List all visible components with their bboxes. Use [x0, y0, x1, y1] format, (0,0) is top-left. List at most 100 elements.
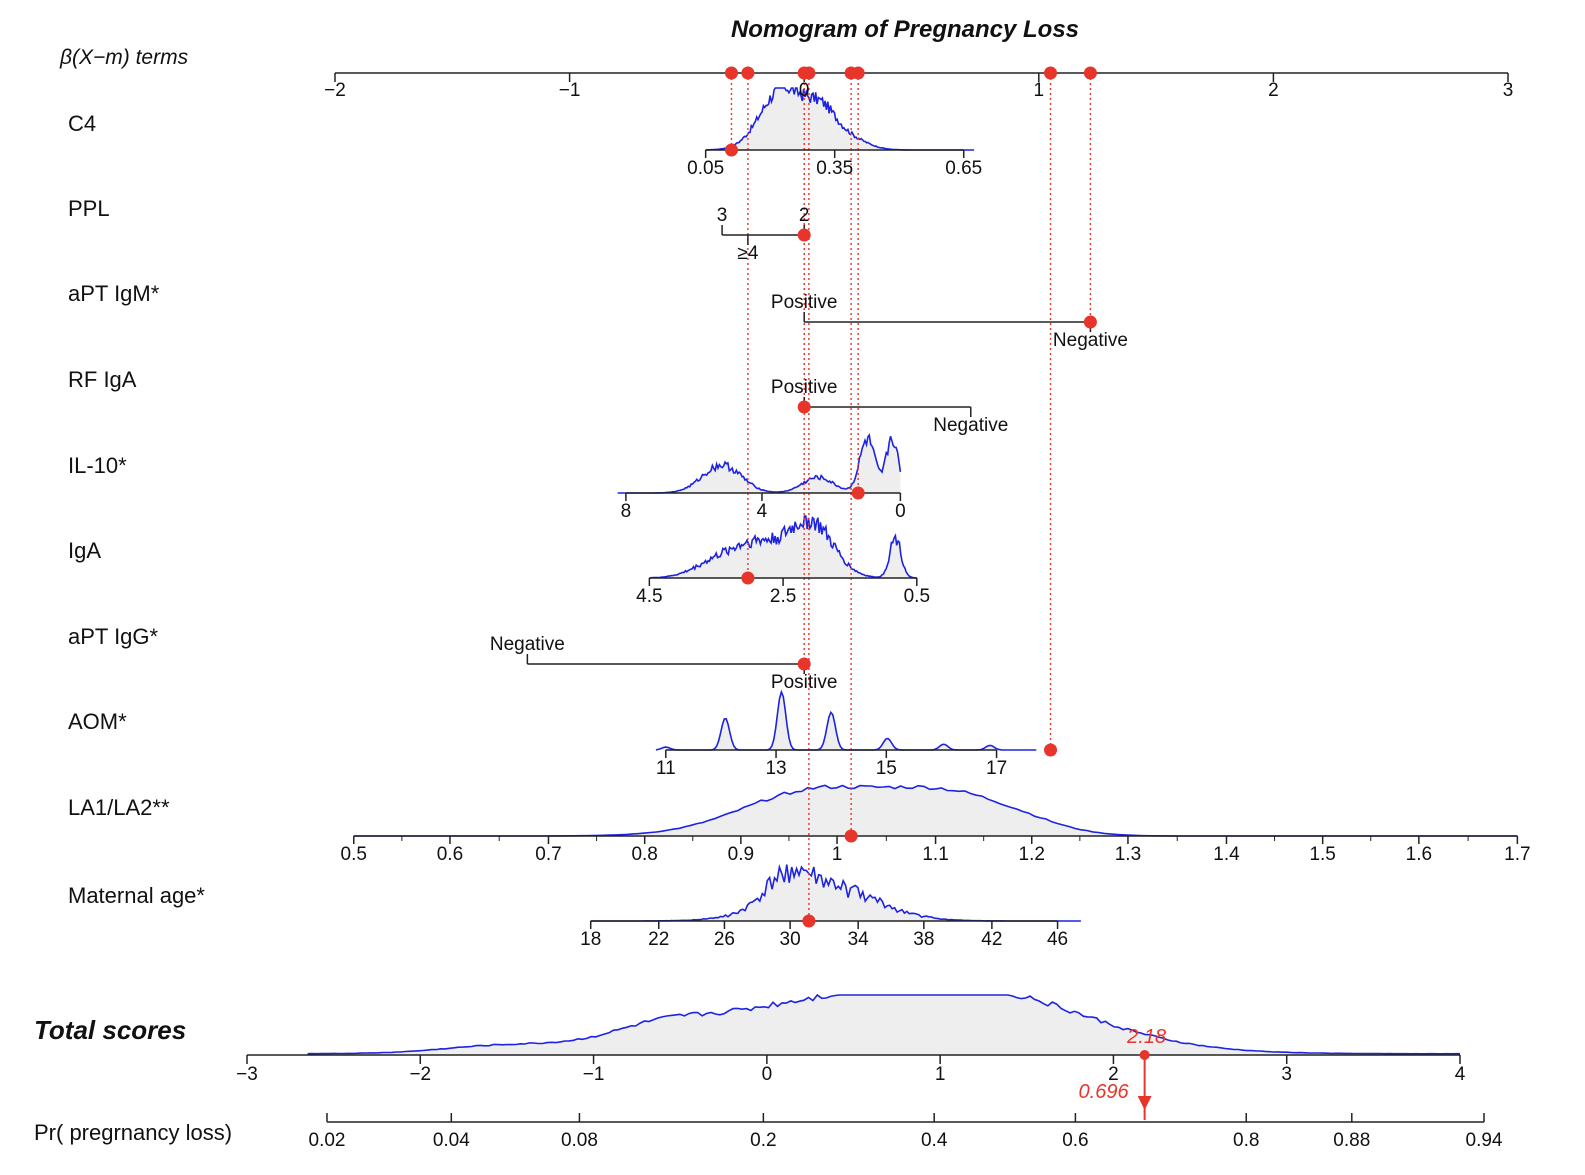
- total-density-fill: [307, 995, 1461, 1055]
- probability-tick-label: 0.94: [1466, 1130, 1503, 1151]
- total-scores-tick-label: 1: [935, 1064, 946, 1085]
- category-label-2: Positive: [771, 292, 838, 313]
- row-tick-label-8: 1.7: [1504, 844, 1530, 865]
- row-tick-label-9: 18: [580, 929, 601, 950]
- density-fill-0: [705, 88, 975, 150]
- points-axis-marker: [802, 66, 816, 80]
- total-density-line: [307, 993, 1460, 1055]
- points-axis-marker: [1044, 66, 1058, 80]
- row-tick-label-4: 8: [621, 501, 632, 522]
- row-tick-label-8: 1.5: [1309, 844, 1335, 865]
- density-fill-8: [353, 785, 1518, 836]
- row-tick-label-5: 2.5: [770, 586, 796, 607]
- row-tick-label-0: 0.05: [687, 158, 724, 179]
- row-tick-label-9: 34: [848, 929, 870, 950]
- total-score-value: 2.18: [1126, 1026, 1166, 1048]
- density-fill-9: [590, 864, 1081, 921]
- points-axis-tick-label: 3: [1503, 80, 1514, 101]
- category-label-2: Negative: [1053, 330, 1128, 351]
- row-tick-label-5: 0.5: [904, 586, 930, 607]
- probability-tick-label: 0.2: [750, 1130, 776, 1151]
- total-scores-tick-label: −3: [236, 1064, 258, 1085]
- density-line-7: [655, 689, 1037, 751]
- row-label-8: LA1/LA2**: [68, 795, 170, 820]
- row-label-1: PPL: [68, 196, 110, 221]
- selected-point-9: [802, 914, 816, 928]
- category-label-3: Positive: [771, 377, 838, 398]
- density-fill-4: [617, 435, 901, 493]
- row-tick-label-9: 42: [981, 929, 1002, 950]
- row-tick-label-4: 0: [895, 501, 906, 522]
- row-tick-label-8: 0.7: [535, 844, 561, 865]
- total-scores-label: Total scores: [34, 1015, 186, 1045]
- points-axis-marker: [851, 66, 865, 80]
- density-fill-7: [655, 692, 1037, 750]
- row-label-3: RF IgA: [68, 367, 137, 392]
- total-scores-tick-label: −2: [409, 1064, 431, 1085]
- row-label-2: aPT IgM*: [68, 281, 160, 306]
- total-scores-tick-label: 2: [1108, 1064, 1119, 1085]
- selected-point-1: [797, 228, 811, 242]
- probability-tick-label: 0.02: [309, 1130, 346, 1151]
- row-tick-label-8: 1.2: [1019, 844, 1045, 865]
- points-axis-marker: [741, 66, 755, 80]
- row-tick-label-8: 1.6: [1406, 844, 1432, 865]
- row-tick-label-7: 13: [765, 758, 786, 779]
- probability-tick-label: 0.6: [1062, 1130, 1088, 1151]
- row-label-6: aPT IgG*: [68, 624, 159, 649]
- selected-point-3: [797, 400, 811, 414]
- row-tick-label-9: 38: [913, 929, 934, 950]
- density-line-5: [649, 515, 917, 579]
- total-scores-tick-label: −1: [583, 1064, 605, 1085]
- row-tick-label-7: 11: [656, 758, 676, 779]
- row-tick-label-0: 0.35: [816, 158, 853, 179]
- points-axis-tick-label: 2: [1268, 80, 1279, 101]
- row-tick-label-4: 4: [757, 501, 768, 522]
- density-fill-5: [649, 516, 917, 578]
- row-label-0: C4: [68, 111, 96, 136]
- selected-point-0: [724, 143, 738, 157]
- row-tick-label-7: 17: [986, 758, 1007, 779]
- row-tick-label-8: 1: [832, 844, 843, 865]
- density-layer: [307, 87, 1518, 1055]
- category-label-1: 3: [717, 205, 728, 226]
- selected-points-layer: [724, 66, 1152, 1120]
- probability-tick-label: 0.8: [1233, 1130, 1259, 1151]
- probability-tick-label: 0.4: [921, 1130, 948, 1151]
- category-label-1: ≥4: [737, 243, 758, 264]
- row-label-9: Maternal age*: [68, 883, 205, 908]
- row-tick-label-9: 22: [648, 929, 669, 950]
- labels-layer: Nomogram of Pregnancy Loss β(X−m) terms −2…: [34, 16, 1531, 1151]
- selected-point-5: [741, 571, 755, 585]
- selected-point-8: [844, 829, 858, 843]
- row-tick-label-7: 15: [876, 758, 897, 779]
- row-label-7: AOM*: [68, 709, 127, 734]
- category-label-1: 2: [799, 205, 810, 226]
- points-axis-tick-label: −1: [559, 80, 581, 101]
- category-label-6: Positive: [771, 672, 838, 693]
- row-tick-label-8: 0.6: [437, 844, 463, 865]
- selected-point-4: [851, 486, 865, 500]
- probability-tick-label: 0.08: [561, 1130, 598, 1151]
- row-tick-label-8: 1.1: [922, 844, 948, 865]
- total-scores-tick-label: 4: [1455, 1064, 1466, 1085]
- total-scores-tick-label: 3: [1281, 1064, 1292, 1085]
- points-axis-marker: [724, 66, 738, 80]
- selected-point-2: [1083, 315, 1097, 329]
- row-tick-label-9: 46: [1047, 929, 1068, 950]
- probability-arrow: [1137, 1096, 1152, 1110]
- points-axis-label: β(X−m) terms: [59, 46, 189, 69]
- category-label-3: Negative: [933, 415, 1008, 436]
- row-tick-label-9: 26: [714, 929, 735, 950]
- axes-layer: [246, 72, 1519, 1123]
- row-tick-label-8: 0.5: [341, 844, 367, 865]
- probability-label: Pr( pregrnancy loss): [34, 1120, 232, 1145]
- row-label-4: IL-10*: [68, 453, 127, 478]
- chart-title: Nomogram of Pregnancy Loss: [731, 16, 1079, 43]
- points-axis-tick-label: 1: [1034, 80, 1045, 101]
- points-axis-tick-label: 0: [799, 80, 810, 101]
- row-tick-label-8: 1.4: [1213, 844, 1240, 865]
- probability-value: 0.696: [1079, 1081, 1130, 1103]
- row-tick-label-9: 30: [780, 929, 801, 950]
